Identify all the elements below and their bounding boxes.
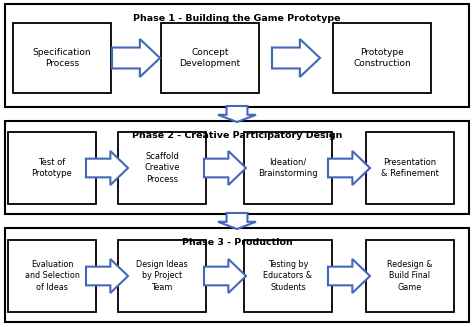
Bar (5, 228, 469, 322)
Polygon shape (328, 259, 370, 293)
Bar (366, 132, 454, 204)
Text: Phase 3 - Production: Phase 3 - Production (182, 238, 292, 247)
Polygon shape (204, 259, 246, 293)
Bar (8, 240, 96, 312)
Polygon shape (328, 151, 370, 185)
Bar (333, 23, 431, 93)
Polygon shape (112, 39, 160, 77)
Bar (118, 240, 206, 312)
Bar (5, 4, 469, 107)
Text: Presentation
& Refinement: Presentation & Refinement (381, 158, 439, 178)
Bar (5, 121, 469, 214)
Text: Testing by
Educators &
Students: Testing by Educators & Students (264, 260, 312, 292)
Text: Design Ideas
by Project
Team: Design Ideas by Project Team (136, 260, 188, 292)
Bar (8, 132, 96, 204)
Polygon shape (218, 213, 256, 229)
Bar (118, 132, 206, 204)
Text: Specification
Process: Specification Process (33, 48, 91, 68)
Text: Evaluation
and Selection
of Ideas: Evaluation and Selection of Ideas (25, 260, 80, 292)
Bar (244, 132, 332, 204)
Text: Prototype
Construction: Prototype Construction (353, 48, 411, 68)
Polygon shape (218, 106, 256, 122)
Text: Test of
Prototype: Test of Prototype (32, 158, 73, 178)
Text: Phase 1 - Building the Game Prototype: Phase 1 - Building the Game Prototype (133, 14, 341, 23)
Polygon shape (272, 39, 320, 77)
Text: Redesign &
Build Final
Game: Redesign & Build Final Game (387, 260, 433, 292)
Text: Ideation/
Brainstorming: Ideation/ Brainstorming (258, 158, 318, 178)
Bar (366, 240, 454, 312)
Polygon shape (86, 151, 128, 185)
Bar (13, 23, 111, 93)
Text: Phase 2 - Creative Participatory Design: Phase 2 - Creative Participatory Design (132, 131, 342, 140)
Bar (244, 240, 332, 312)
Bar (161, 23, 259, 93)
Polygon shape (204, 151, 246, 185)
Polygon shape (86, 259, 128, 293)
Text: Scaffold
Creative
Process: Scaffold Creative Process (144, 152, 180, 184)
Text: Concept
Development: Concept Development (180, 48, 241, 68)
